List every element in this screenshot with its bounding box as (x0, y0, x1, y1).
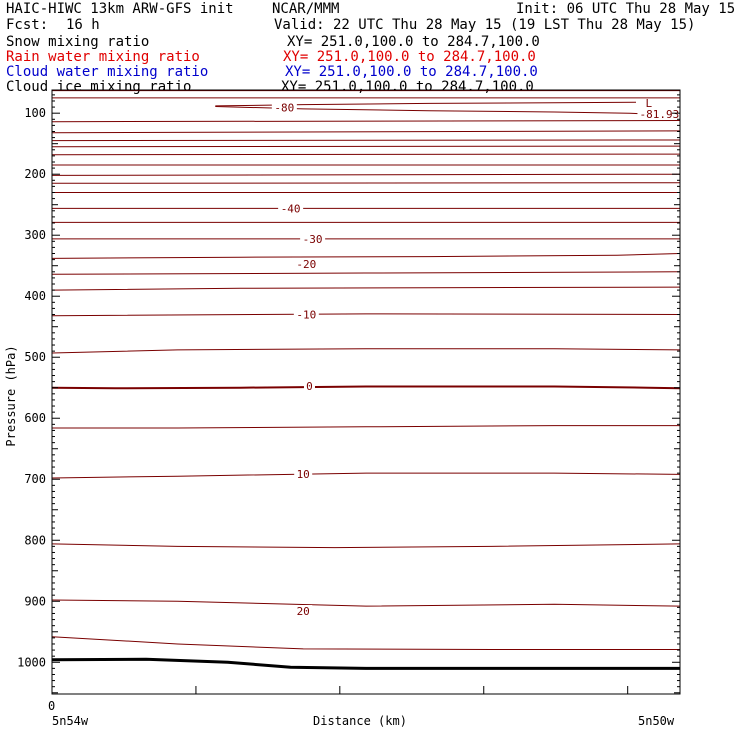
y-tick-label: 700 (24, 472, 46, 486)
forecast-label: Fcst: (6, 17, 49, 33)
field-rain-xy: XY= 251.0,100.0 to 284.7,100.0 (283, 49, 536, 65)
field-cloud-water-name: Cloud water mixing ratio (6, 64, 209, 80)
y-axis-label: Pressure (hPa) (4, 345, 18, 446)
organization: NCAR/MMM (272, 1, 340, 17)
contour-line (51, 182, 681, 184)
y-tick-label: 500 (24, 350, 46, 364)
y-tick-label: 300 (24, 228, 46, 242)
contour-label-bg (300, 232, 326, 245)
field-rain-name: Rain water mixing ratio (6, 49, 200, 65)
extremum-value: -81.93 (639, 108, 679, 121)
plot-frame (51, 89, 681, 695)
extremum-marker: L (645, 97, 652, 110)
y-tick-label: 800 (24, 533, 46, 547)
contour-line (51, 271, 681, 275)
x-axis-label: Distance (km) (313, 714, 407, 728)
forecast-hours: 16 h (66, 17, 100, 33)
contour-label-bg (303, 379, 315, 392)
contour-line (51, 130, 681, 134)
y-tick-label: 100 (24, 106, 46, 120)
contours-layer (51, 90, 681, 650)
x-end-label: 5n50w (638, 714, 675, 728)
y-tick-label: 200 (24, 167, 46, 181)
contour-label: -80 (274, 102, 294, 115)
field-snow-name: Snow mixing ratio (6, 34, 150, 50)
contour-label: 0 (306, 380, 313, 393)
contour-line (51, 153, 681, 156)
contour-line (51, 543, 681, 549)
contour-label-bg (293, 257, 319, 270)
init-time: Init: 06 UTC Thu 28 May 15 (516, 1, 736, 17)
extremum-value-bg (637, 107, 682, 120)
contour-label: -30 (303, 233, 323, 246)
contour-label-bg (294, 605, 313, 618)
contour-line (51, 472, 681, 479)
field-snow-xy: XY= 251.0,100.0 to 284.7,100.0 (287, 34, 540, 50)
x-start-label: 5n54w (52, 714, 89, 728)
contour-label: 10 (297, 468, 310, 481)
contour-label: -10 (296, 309, 316, 322)
y-tick-label: 600 (24, 411, 46, 425)
contour-line (51, 313, 681, 317)
surface-line (51, 657, 680, 670)
contour-label: -40 (281, 202, 301, 215)
contour-line (51, 120, 681, 123)
contour-label-bg (278, 202, 304, 215)
contour-line (51, 253, 681, 259)
contour-line (51, 145, 681, 148)
contour-line (52, 425, 680, 429)
field-cloud-water-xy: XY= 251.0,100.0 to 284.7,100.0 (285, 64, 538, 80)
contour-label-bg (271, 101, 297, 114)
contour-label-bg (293, 308, 319, 321)
x-tick-label: 0 (48, 699, 55, 713)
contour-line (51, 139, 681, 142)
contour-line (51, 599, 681, 607)
model-title: HAIC-HIWC 13km ARW-GFS init (6, 1, 234, 17)
contour-line (51, 173, 681, 176)
valid-time: Valid: 22 UTC Thu 28 May 15 (19 LST Thu … (274, 17, 696, 33)
y-tick-label: 1000 (17, 655, 46, 669)
contour-line (51, 636, 680, 650)
contour-line (51, 348, 681, 354)
y-tick-label: 400 (24, 289, 46, 303)
contour-label: -20 (296, 258, 316, 271)
surface-layer (51, 657, 680, 670)
contour-label-bg (294, 467, 313, 480)
y-tick-label: 900 (24, 594, 46, 608)
contour-line (51, 286, 681, 291)
contour-line (51, 385, 681, 390)
contour-label: 20 (297, 605, 310, 618)
contour-labels-layer: -80 -40 -30 -20 -10 0 10 20 L-81.93 (271, 97, 682, 618)
